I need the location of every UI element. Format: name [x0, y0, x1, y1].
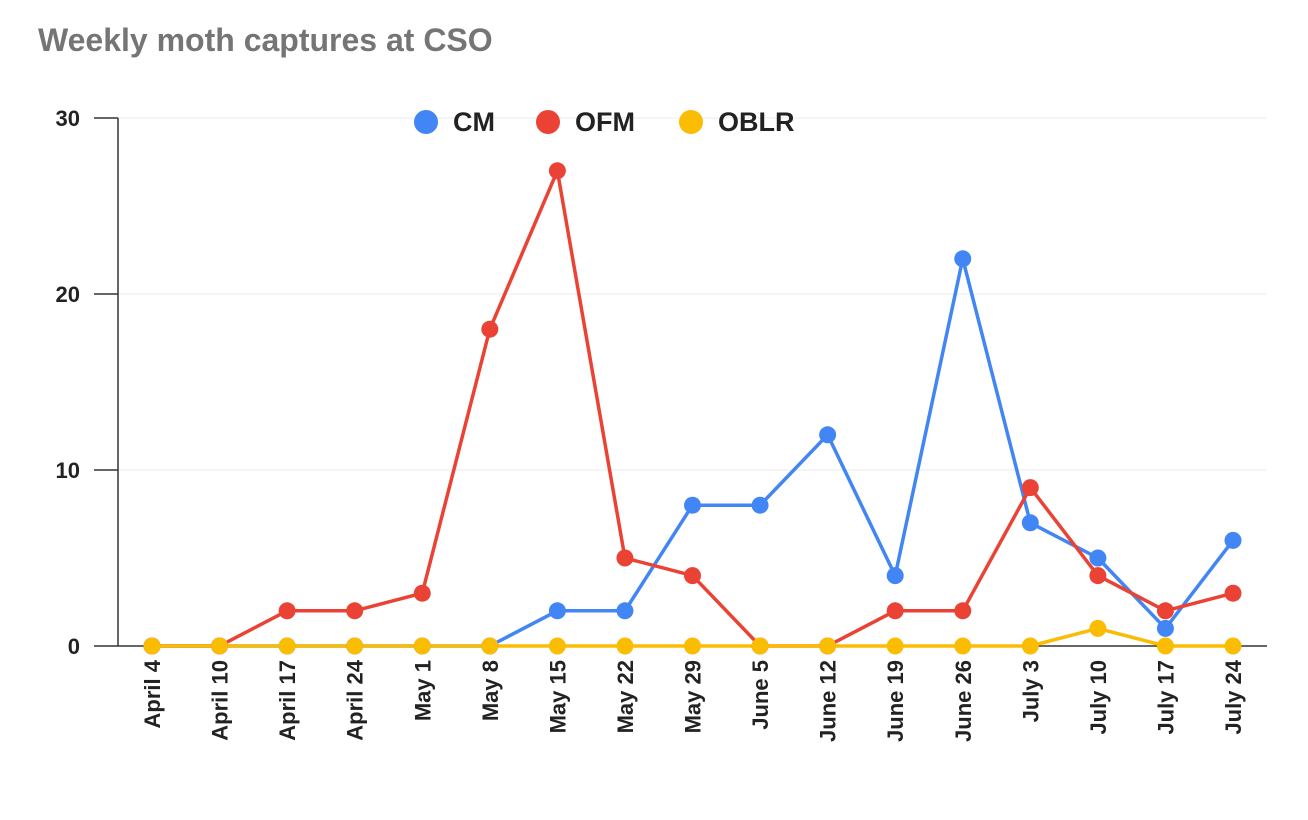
data-point-cm[interactable]	[548, 602, 566, 620]
data-point-oblr[interactable]	[1156, 637, 1174, 655]
data-point-cm[interactable]	[1021, 514, 1039, 532]
x-tick-label: April 10	[208, 660, 233, 741]
data-point-oblr[interactable]	[684, 637, 701, 655]
data-point-cm[interactable]	[819, 426, 837, 444]
data-point-cm[interactable]	[684, 496, 701, 514]
data-point-oblr[interactable]	[954, 637, 972, 655]
legend: CM OFM OBLR	[414, 107, 795, 137]
chart-title: Weekly moth captures at CSO	[38, 22, 493, 58]
gridlines	[118, 117, 1267, 471]
data-point-cm[interactable]	[886, 567, 904, 585]
data-point-oblr[interactable]	[616, 637, 634, 655]
x-tick-label: July 17	[1153, 660, 1178, 735]
x-tick-label: May 1	[410, 660, 435, 721]
data-point-oblr[interactable]	[481, 637, 499, 655]
data-point-cm[interactable]	[1224, 531, 1242, 549]
data-point-oblr[interactable]	[278, 637, 296, 655]
data-point-ofm[interactable]	[346, 602, 364, 620]
legend-marker-cm	[414, 110, 438, 134]
data-point-oblr[interactable]	[819, 637, 837, 655]
data-point-oblr[interactable]	[346, 637, 364, 655]
x-tick-label: April 17	[275, 660, 300, 741]
data-point-cm[interactable]	[954, 250, 972, 268]
data-point-oblr[interactable]	[413, 637, 431, 655]
data-point-oblr[interactable]	[548, 637, 566, 655]
data-point-ofm[interactable]	[616, 549, 634, 567]
legend-marker-oblr	[679, 110, 703, 134]
x-tick-label: June 5	[748, 660, 773, 730]
x-tick-label: April 24	[343, 659, 368, 740]
x-tick-label: April 4	[140, 659, 165, 728]
legend-label-oblr: OBLR	[718, 107, 795, 137]
x-tick-label: May 8	[478, 660, 503, 721]
y-tick-label: 30	[56, 106, 80, 131]
data-point-oblr[interactable]	[751, 637, 769, 655]
x-tick-label: June 26	[951, 660, 976, 742]
y-tick-label: 20	[56, 282, 80, 307]
data-point-ofm[interactable]	[1156, 602, 1174, 620]
data-point-cm[interactable]	[1089, 549, 1107, 567]
data-point-cm[interactable]	[616, 602, 634, 620]
data-point-oblr[interactable]	[1224, 637, 1242, 655]
data-point-oblr[interactable]	[886, 637, 904, 655]
data-point-ofm[interactable]	[278, 602, 296, 620]
data-point-ofm[interactable]	[886, 602, 904, 620]
x-tick-label: May 29	[681, 660, 706, 733]
series-line-cm	[150, 257, 1235, 648]
x-tick-label: June 19	[883, 660, 908, 742]
data-point-oblr[interactable]	[211, 637, 229, 655]
data-point-ofm[interactable]	[481, 320, 499, 338]
legend-label-cm: CM	[453, 107, 495, 137]
data-points	[143, 162, 1242, 655]
data-point-oblr[interactable]	[1021, 637, 1039, 655]
tick-labels: 0 10 20 30 April 4 April 10 April 17 April 24 Ma…	[56, 106, 1246, 742]
legend-marker-ofm	[536, 110, 560, 134]
x-tick-label: June 12	[816, 660, 841, 742]
data-point-ofm[interactable]	[1089, 567, 1107, 585]
x-tick-label: May 22	[613, 660, 638, 733]
x-tick-label: July 3	[1018, 660, 1043, 722]
x-tick-label: July 10	[1086, 660, 1111, 735]
y-tick-label: 10	[56, 458, 80, 483]
y-tick-label: 0	[68, 634, 80, 659]
data-point-ofm[interactable]	[413, 584, 431, 602]
data-point-ofm[interactable]	[1021, 479, 1039, 497]
data-point-ofm[interactable]	[1224, 584, 1242, 602]
data-point-ofm[interactable]	[548, 162, 566, 180]
data-point-cm[interactable]	[751, 496, 769, 514]
data-point-ofm[interactable]	[684, 567, 701, 585]
x-tick-label: July 24	[1221, 659, 1246, 734]
data-point-oblr[interactable]	[1089, 619, 1107, 637]
data-point-oblr[interactable]	[143, 637, 161, 655]
data-point-ofm[interactable]	[954, 602, 972, 620]
legend-label-ofm: OFM	[575, 107, 635, 137]
data-point-cm[interactable]	[1156, 619, 1174, 637]
x-tick-label: May 15	[545, 660, 570, 733]
